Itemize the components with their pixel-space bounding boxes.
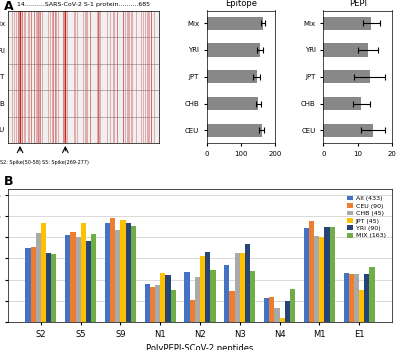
Bar (319, 237, 324, 322)
Bar (330, 226, 335, 322)
Bar (41, 223, 46, 322)
Bar (207, 97, 258, 110)
Bar (349, 274, 354, 322)
Bar (91, 234, 96, 322)
Bar (264, 298, 269, 322)
Bar (76, 237, 81, 322)
Bar (344, 273, 349, 322)
Bar (36, 233, 41, 322)
Bar (369, 267, 374, 322)
Bar (224, 265, 230, 322)
Bar (26, 248, 31, 322)
Bar (207, 70, 256, 83)
Bar (285, 301, 290, 322)
Bar (290, 289, 295, 322)
Bar (240, 253, 245, 322)
Bar (131, 225, 136, 322)
Bar (120, 220, 126, 322)
Bar (354, 274, 359, 322)
Bar (110, 218, 115, 322)
Bar (145, 284, 150, 322)
Bar (86, 241, 91, 322)
Bar (309, 221, 314, 322)
Bar (81, 223, 86, 322)
Bar (195, 278, 200, 322)
Bar (205, 252, 210, 322)
Title: PEPI: PEPI (349, 0, 367, 8)
Bar (359, 290, 364, 322)
Bar (184, 272, 190, 322)
Bar (324, 16, 372, 30)
Bar (160, 273, 166, 322)
Bar (155, 285, 160, 322)
Title: Epitope: Epitope (225, 0, 257, 8)
Bar (207, 43, 260, 57)
Bar (207, 124, 262, 137)
Bar (324, 43, 368, 57)
Bar (115, 230, 120, 322)
Bar (324, 226, 330, 322)
Bar (200, 256, 205, 322)
Bar (304, 228, 309, 322)
Bar (46, 253, 51, 322)
Bar (190, 300, 195, 322)
X-axis label: PolyPEPI-SCoV-2 peptides: PolyPEPI-SCoV-2 peptides (146, 344, 254, 350)
Bar (105, 223, 110, 322)
Bar (207, 16, 264, 30)
Bar (234, 253, 240, 322)
Bar (126, 223, 131, 322)
Bar (65, 235, 70, 322)
Bar (324, 124, 373, 137)
Bar (210, 270, 216, 322)
Text: B: B (4, 175, 14, 188)
Bar (245, 244, 250, 322)
Text: S5: Spike(269-277): S5: Spike(269-277) (42, 160, 89, 165)
Bar (324, 97, 361, 110)
Bar (51, 254, 56, 322)
Bar (170, 290, 176, 322)
Bar (324, 70, 370, 83)
Bar (166, 275, 170, 322)
Bar (364, 274, 369, 322)
Bar (314, 236, 319, 322)
Bar (31, 247, 36, 322)
Bar (250, 271, 255, 322)
Bar (150, 287, 155, 322)
Bar (274, 308, 280, 322)
Text: A: A (4, 0, 14, 13)
Bar (269, 296, 274, 322)
Bar (230, 291, 234, 322)
Text: S2: Spike(50-58): S2: Spike(50-58) (0, 160, 40, 165)
Bar (70, 232, 76, 322)
Bar (280, 318, 285, 322)
Title: 14..........SARS-CoV-2 S-1 protein..........685: 14..........SARS-CoV-2 S-1 protein......… (17, 2, 150, 7)
Legend: All (433), CEU (90), CHB (45), JPT (45), YRI (90), MIX (163): All (433), CEU (90), CHB (45), JPT (45),… (344, 193, 389, 242)
